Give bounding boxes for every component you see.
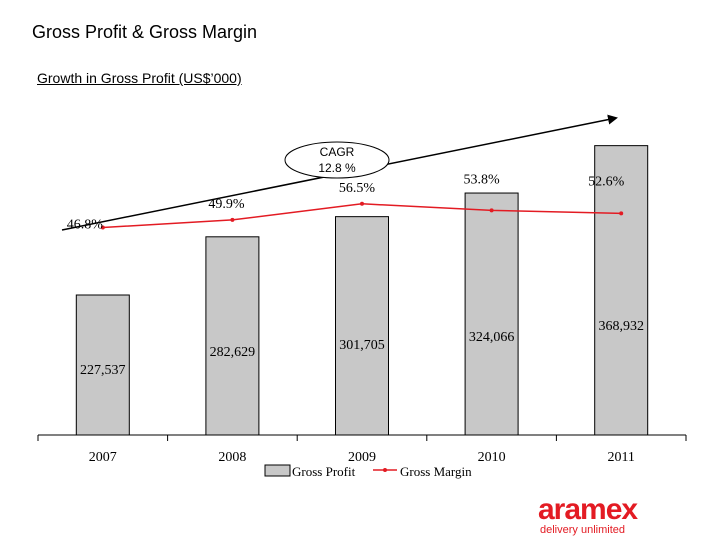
cagr-label: CAGR <box>320 145 355 159</box>
gross-margin-point <box>619 211 624 216</box>
bar-value-label: 324,066 <box>469 330 515 345</box>
gross-profit-bar <box>335 216 389 436</box>
logo-tagline: delivery unlimited <box>540 524 625 536</box>
margin-value-label: 56.5% <box>339 181 376 196</box>
legend-line-marker <box>383 468 387 472</box>
gross-margin-point <box>489 208 494 213</box>
logo-wordmark: aramex <box>538 493 638 526</box>
gross-margin-point <box>360 201 364 206</box>
bar-value-label: 282,629 <box>210 345 256 360</box>
x-tick-label: 2007 <box>89 450 117 465</box>
bar-value-label: 227,537 <box>80 363 126 378</box>
bar-value-label: 301,705 <box>339 338 385 353</box>
bar-value-label: 368,932 <box>598 319 644 334</box>
gross-margin-point <box>230 217 235 222</box>
x-tick-label: 2009 <box>348 450 376 465</box>
legend-line-label: Gross Margin <box>400 464 472 479</box>
legend-bar-swatch <box>264 464 291 477</box>
legend-bar-label: Gross Profit <box>292 464 356 479</box>
cagr-ellipse <box>284 141 390 179</box>
margin-value-label: 52.6% <box>588 174 625 189</box>
x-tick-label: 2011 <box>607 450 634 465</box>
gross-margin-point <box>100 225 105 230</box>
margin-value-label: 49.9% <box>208 197 245 212</box>
x-tick-label: 2008 <box>218 450 246 465</box>
gross-profit-bar <box>75 294 130 436</box>
chart-subtitle: Growth in Gross Profit (US$’000) <box>37 70 242 86</box>
gross-profit-bar <box>205 236 260 436</box>
gross-profit-bar <box>464 192 519 436</box>
page-title: Gross Profit & Gross Margin <box>32 22 258 42</box>
cagr-value: 12.8 % <box>318 161 356 175</box>
margin-value-label: 53.8% <box>464 172 501 187</box>
x-tick-label: 2010 <box>478 450 506 465</box>
margin-value-label: 46.8% <box>67 218 104 233</box>
aramex-logo: aramex delivery unlimited <box>538 493 638 537</box>
gross-profit-bar <box>594 145 649 436</box>
